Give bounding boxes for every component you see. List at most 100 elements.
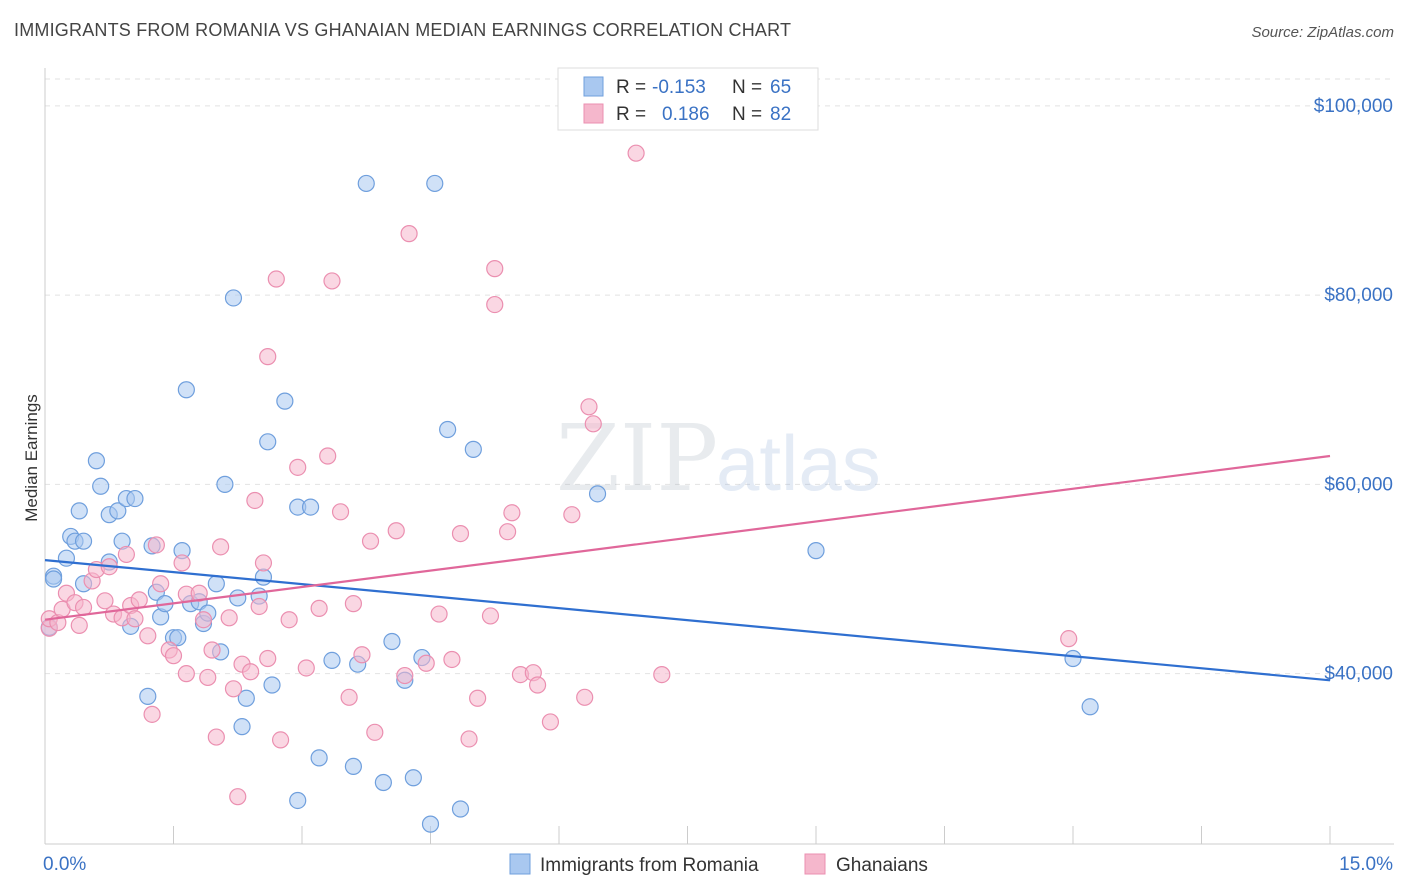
romania-point: [421, 815, 440, 833]
romania-point: [109, 502, 127, 520]
ghanaian-point: [627, 144, 645, 162]
ghanaian-point: [353, 646, 371, 664]
romania-point: [439, 420, 457, 439]
trend-lines: [44, 454, 1331, 682]
legend-r-value-2: 0.186: [662, 104, 710, 125]
y-tick-label: $40,000: [1324, 664, 1393, 685]
ghanaian-point: [126, 610, 144, 628]
romania-point: [310, 749, 328, 767]
watermark-atlas: atlas: [716, 419, 881, 507]
romania-trend-line: [44, 559, 1331, 682]
chart-title: IMMIGRANTS FROM ROMANIA VS GHANAIAN MEDI…: [14, 20, 792, 40]
legend-swatch-ghanaians: [583, 103, 604, 124]
romania-point: [169, 629, 187, 647]
ghanaian-point: [387, 522, 405, 540]
ghanaian-point: [499, 523, 517, 541]
ghanaian-point: [653, 666, 671, 684]
romania-point: [229, 589, 247, 607]
romania-point: [301, 498, 320, 516]
ghanaian-point: [580, 398, 598, 416]
bottom-legend-swatch-ghanaians: [804, 853, 826, 875]
ghanaian-point: [212, 538, 230, 556]
romania-point: [259, 433, 277, 451]
romania-point: [207, 575, 225, 593]
ghanaian-point: [310, 599, 328, 617]
romania-point: [1064, 649, 1082, 668]
romania-point: [451, 800, 470, 818]
ghanaian-point: [584, 415, 602, 433]
romania-point: [233, 718, 251, 736]
ghanaian-point: [207, 728, 225, 746]
ghanaian-point: [396, 666, 414, 685]
ghanaian-point: [366, 723, 384, 741]
ghanaian-point: [289, 458, 307, 476]
legend-r-label-2: R =: [616, 104, 646, 125]
romania-point: [344, 757, 362, 776]
ghanaian-point: [190, 584, 208, 602]
romania-point: [1081, 698, 1099, 716]
y-tick-label: $100,000: [1314, 96, 1393, 117]
romania-point: [426, 174, 444, 193]
ghanaian-point: [130, 591, 148, 609]
y-axis-title: Median Earnings: [22, 394, 41, 522]
ghanaian-point: [164, 647, 183, 665]
ghanaian-point: [242, 663, 260, 681]
romania-point: [383, 632, 401, 651]
romania-point: [92, 477, 110, 495]
romania-point: [44, 570, 63, 588]
ghanaian-point: [177, 665, 195, 683]
y-tick-label: $60,000: [1324, 474, 1393, 495]
ghanaian-point: [139, 627, 157, 645]
legend-r-value-1: -0.153: [652, 77, 706, 98]
ghanaian-point: [340, 688, 358, 706]
ghanaian-point: [117, 545, 135, 564]
ghanaian-point: [259, 649, 277, 668]
romania-point: [224, 289, 243, 307]
ghanaian-point: [224, 680, 243, 698]
ghanaian-point: [199, 668, 217, 687]
romania-point: [237, 689, 255, 707]
ghanaian-point: [220, 609, 238, 627]
romania-point: [588, 485, 607, 503]
ghanaian-point: [250, 597, 268, 616]
romania-point: [464, 440, 482, 458]
romania-point: [807, 542, 825, 560]
romania-point: [87, 452, 106, 470]
ghanaian-point: [267, 270, 285, 288]
ghanaian-point: [173, 554, 191, 572]
romania-point: [74, 532, 93, 550]
ghanaian-point: [576, 688, 594, 706]
ghanaian-point: [70, 616, 88, 634]
axes: [44, 68, 1394, 845]
ghanaian-point: [254, 554, 273, 572]
ghanaian-point: [430, 605, 448, 623]
ghanaian-point: [361, 532, 380, 550]
ghanaian-point: [152, 575, 170, 593]
x-tick-label-min: 0.0%: [43, 854, 86, 875]
ghanaian-point: [96, 592, 114, 610]
romania-point: [276, 392, 294, 410]
romania-point: [139, 687, 157, 705]
ghanaian-point: [400, 225, 418, 243]
ghanaian-point: [486, 260, 504, 278]
ghanaian-point: [331, 503, 350, 521]
ghanaian-point: [194, 611, 213, 629]
bottom-legend-swatch-romania: [509, 853, 531, 875]
gridlines: [45, 78, 1394, 844]
ghanaian-point: [1060, 630, 1078, 648]
romania-point: [57, 549, 76, 567]
ghanaian-point: [541, 713, 560, 731]
ghanaian-point: [147, 536, 165, 554]
watermark-zip: ZIP: [556, 405, 718, 512]
ghanaian-point: [297, 659, 315, 677]
x-tick-label-max: 15.0%: [1339, 854, 1393, 875]
correlation-legend: R = -0.153 N = 65 R = 0.186 N = 82: [557, 67, 819, 131]
ghanaian-point: [469, 689, 487, 707]
ghanaian-point: [486, 295, 504, 314]
ghanaian-point: [417, 654, 435, 672]
legend-n-value-2: 82: [770, 104, 791, 125]
romania-point: [404, 769, 422, 787]
legend-n-label-1: N =: [732, 77, 762, 98]
legend-r-label-1: R =: [616, 77, 646, 98]
ghanaian-point: [271, 731, 290, 749]
